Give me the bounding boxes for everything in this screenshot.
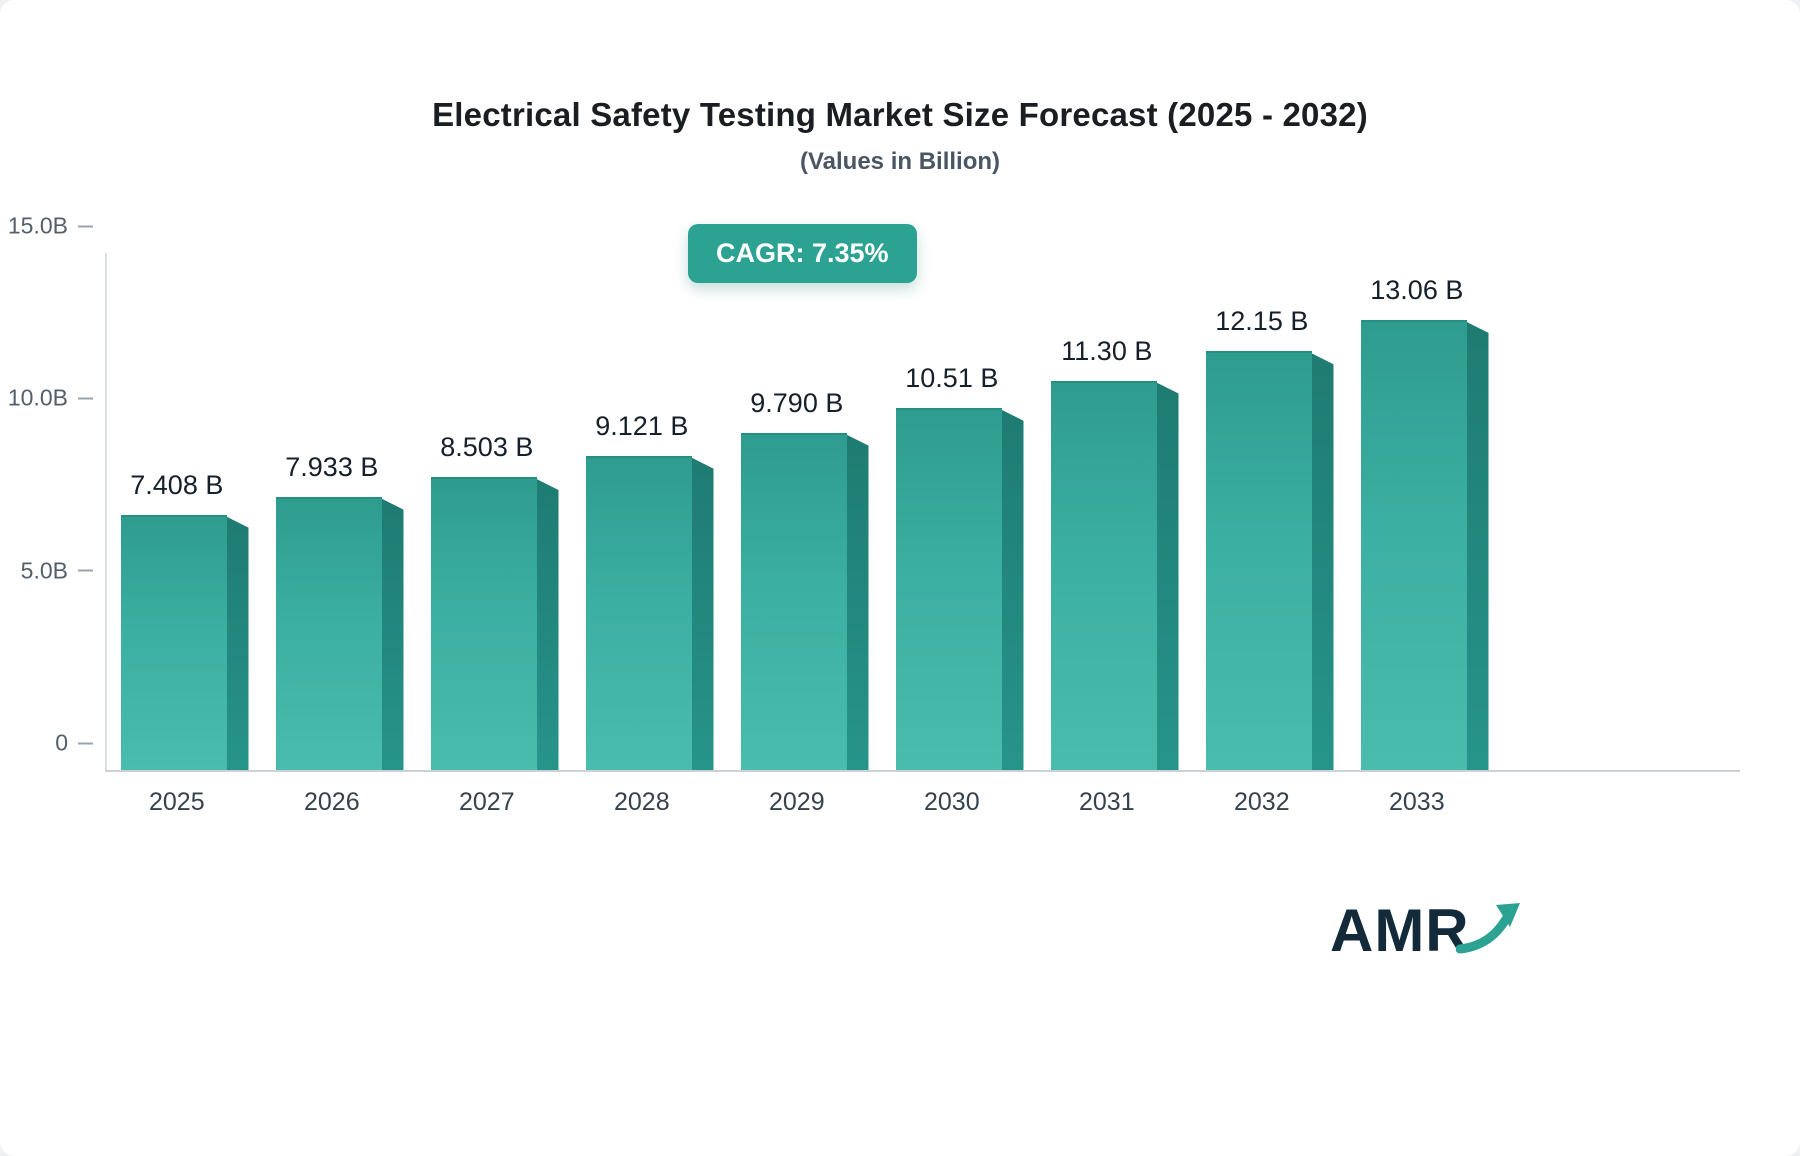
bar-group-2027: 8.503 B 2027 <box>430 253 559 816</box>
plot-area: 0 5.0B 10.0B 15.0B 7.408 B 2025 7.933 B 2026 8.… <box>8 213 1740 816</box>
bar-value-label: 9.790 B <box>750 387 844 418</box>
bar-front-face <box>895 407 1002 770</box>
bar-group-2032: 12.15 B 2032 <box>1205 253 1334 816</box>
cagr-badge: CAGR: 7.35% <box>688 224 917 283</box>
x-axis-label-2026: 2026 <box>304 788 360 816</box>
bar-value-label: 13.06 B <box>1370 274 1464 305</box>
y-axis-line <box>105 253 107 770</box>
bar-value-label: 12.15 B <box>1215 306 1309 337</box>
bar-value-label: 7.408 B <box>130 469 224 500</box>
bar-2027[interactable]: 8.503 B <box>430 432 559 770</box>
y-tick-label: 10.0B <box>7 384 68 411</box>
bar-side-face <box>997 407 1024 770</box>
bar-front-face <box>1205 351 1312 770</box>
chart-subtitle: (Values in Billion) <box>799 148 1001 175</box>
bar-2031[interactable]: 11.30 B <box>1050 336 1179 770</box>
bar-value-label: 7.933 B <box>285 451 379 482</box>
bar-side-face <box>1152 380 1179 770</box>
bar-side-face <box>1307 351 1334 770</box>
y-tick-label: 0 <box>55 729 68 756</box>
bar-2026[interactable]: 7.933 B <box>275 452 404 770</box>
trend-up-arrow-icon <box>1455 902 1520 953</box>
x-axis-label-2028: 2028 <box>614 788 670 816</box>
y-tick: 5.0B <box>0 557 93 584</box>
x-axis-label-2027: 2027 <box>459 788 515 816</box>
bar-2025[interactable]: 7.408 B <box>120 470 249 770</box>
chart-title: Electrical Safety Testing Market Size Fo… <box>432 96 1368 133</box>
bar-2033[interactable]: 13.06 B <box>1360 275 1489 770</box>
bar-group-2028: 9.121 B 2028 <box>585 253 714 816</box>
y-tick-mark <box>78 225 93 227</box>
bar-front-face <box>740 432 847 770</box>
bar-value-label: 11.30 B <box>1061 335 1153 366</box>
bar-2032[interactable]: 12.15 B <box>1205 306 1334 770</box>
x-axis-label-2033: 2033 <box>1389 788 1445 816</box>
bar-group-2033: 13.06 B 2033 <box>1360 253 1489 816</box>
amr-logo-text: AMR <box>1330 897 1470 964</box>
bar-side-face <box>1462 319 1489 770</box>
x-axis-label-2032: 2032 <box>1234 788 1290 816</box>
y-tick-mark <box>78 742 93 744</box>
bar-value-label: 9.121 B <box>595 410 689 441</box>
bar-value-label: 10.51 B <box>905 362 999 393</box>
bar-side-face <box>687 455 714 770</box>
bar-2030[interactable]: 10.51 B <box>895 363 1024 770</box>
y-tick: 15.0B <box>0 213 93 240</box>
x-axis-label-2030: 2030 <box>924 788 980 816</box>
amr-logo: AMR <box>1330 896 1526 965</box>
y-tick: 10.0B <box>0 385 93 412</box>
bar-value-label: 8.503 B <box>440 431 534 462</box>
bar-front-face <box>585 455 692 770</box>
y-tick-label: 5.0B <box>20 557 68 584</box>
x-axis-line <box>105 770 1740 772</box>
bar-side-face <box>222 514 249 770</box>
bar-side-face <box>532 476 559 770</box>
bar-front-face <box>1050 380 1157 770</box>
bar-side-face <box>842 432 869 770</box>
bar-side-face <box>377 496 404 770</box>
y-tick-mark <box>78 569 93 572</box>
x-axis-label-2031: 2031 <box>1079 788 1135 816</box>
y-tick-label: 15.0B <box>7 212 68 239</box>
bar-front-face <box>120 514 227 770</box>
bar-group-2031: 11.30 B 2031 <box>1050 253 1179 816</box>
y-tick-mark <box>78 397 93 400</box>
bar-group-2026: 7.933 B 2026 <box>275 253 404 816</box>
bar-group-2030: 10.51 B 2030 <box>895 253 1024 816</box>
bar-series: 7.408 B 2025 7.933 B 2026 8.503 B 2027 9.121 B… <box>107 253 1502 816</box>
bar-2028[interactable]: 9.121 B <box>585 411 714 770</box>
bar-front-face <box>430 476 537 770</box>
y-tick: 0 <box>0 730 93 757</box>
bar-group-2029: 9.790 B 2029 <box>740 253 869 816</box>
bar-front-face <box>1360 319 1467 770</box>
bar-front-face <box>275 496 382 770</box>
x-axis-label-2029: 2029 <box>769 788 825 816</box>
bar-group-2025: 7.408 B 2025 <box>120 253 249 816</box>
x-axis-label-2025: 2025 <box>149 788 205 816</box>
bar-2029[interactable]: 9.790 B <box>740 388 869 770</box>
